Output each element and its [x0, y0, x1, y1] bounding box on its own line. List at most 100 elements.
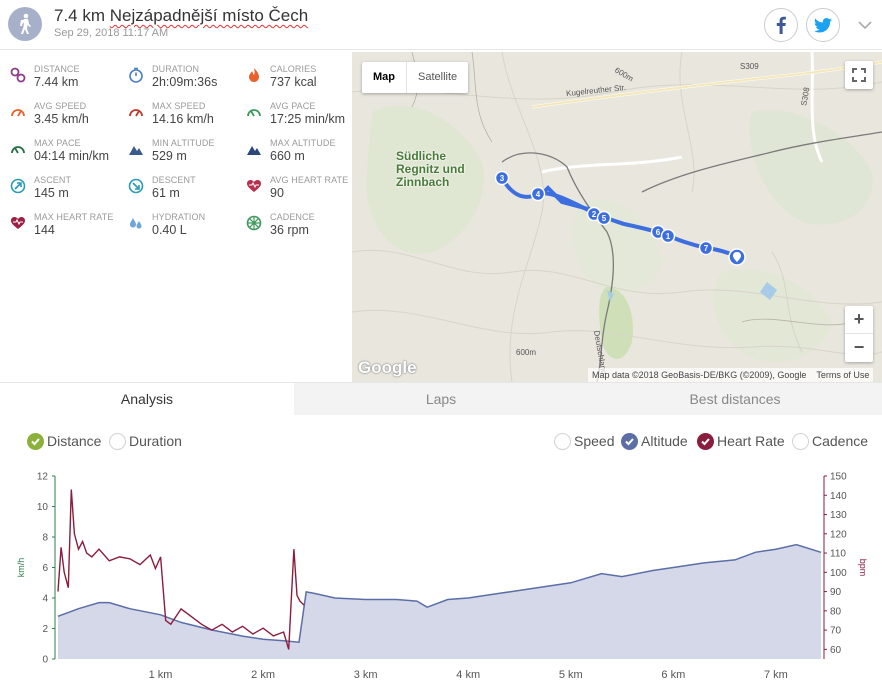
- analysis-chart: 0 2 4 6 8 10 12 km/h 60 70 80 90 100 110 120 130 140 150 b…: [0, 462, 882, 697]
- cadence-toggle[interactable]: Cadence: [792, 432, 868, 450]
- duration-toggle[interactable]: Duration: [109, 432, 182, 450]
- speed-toggle-label: Speed: [574, 433, 615, 449]
- tab-laps[interactable]: Laps: [425, 391, 457, 407]
- right-tick-label: 150: [830, 472, 847, 483]
- altitude-line: [57, 543, 822, 644]
- tab-analysis[interactable]: Analysis: [0, 383, 294, 416]
- heart-rate-icon: [246, 178, 262, 194]
- x-tick-label: 6 km: [661, 669, 685, 681]
- stat-value: 660 m: [270, 149, 305, 163]
- stat-value: 529 m: [152, 149, 187, 163]
- cadence-icon: [246, 215, 262, 231]
- stat-value: 2h:09m:36s: [152, 75, 218, 89]
- left-tick-label: 12: [37, 472, 49, 483]
- route-waypoint-marker[interactable]: 4: [530, 186, 546, 202]
- tab-best-distances[interactable]: Best distances: [689, 391, 781, 407]
- waypoint-label: 3: [500, 174, 505, 183]
- stat-value: 3.45 km/h: [34, 112, 89, 126]
- stat-max-speed: MAX SPEED 14.16 km/h: [128, 101, 246, 135]
- distance-toggle[interactable]: Distance: [27, 432, 101, 450]
- altitude-toggle[interactable]: Altitude: [621, 432, 688, 450]
- stat-value: 90: [270, 186, 284, 200]
- twitter-icon: [814, 17, 832, 33]
- right-tick-label: 110: [830, 549, 846, 560]
- google-logo: Google: [358, 358, 417, 377]
- radio-empty-icon: [792, 432, 809, 450]
- route-waypoint-marker[interactable]: 7: [698, 240, 714, 256]
- stats-panel: DISTANCE 7.44 km DURATION 2h:09m:36s CALORIE…: [0, 52, 352, 380]
- stat-avg-speed: AVG SPEED 3.45 km/h: [10, 101, 128, 135]
- zoom-in-button[interactable]: +: [845, 306, 873, 334]
- heart-rate-icon: [10, 215, 26, 231]
- radio-empty-icon: [109, 432, 126, 450]
- x-tick-label: 5 km: [559, 669, 583, 681]
- fullscreen-button[interactable]: [845, 61, 873, 89]
- radio-empty-icon: [554, 432, 571, 450]
- mountain-icon: [246, 141, 262, 157]
- route-waypoint-marker[interactable]: 1: [660, 228, 676, 244]
- fullscreen-icon: [852, 68, 866, 82]
- waypoint-label: 5: [602, 214, 607, 223]
- zoom-control: + −: [845, 306, 873, 362]
- map-type-control: Map Satellite: [362, 62, 469, 93]
- stat-avg-pace: AVG PACE 17:25 min/km: [246, 101, 364, 135]
- analysis-chart-svg: 0 2 4 6 8 10 12 km/h 60 70 80 90 100 110 120 130 140 150 b…: [16, 472, 868, 682]
- stat-label: HYDRATION: [152, 212, 206, 222]
- activity-title: 7.4 km Nejzápadnější místo Čech: [54, 6, 308, 26]
- stat-label: DISTANCE: [34, 64, 80, 74]
- x-tick-label: 3 km: [354, 669, 378, 681]
- stat-max-heart-rate: MAX HEART RATE 144: [10, 212, 128, 246]
- stat-value: 737 kcal: [270, 75, 317, 89]
- ascent-icon: [10, 178, 26, 194]
- zoom-out-button[interactable]: −: [853, 337, 865, 357]
- stat-avg-heart-rate: AVG HEART RATE 90: [246, 175, 364, 209]
- stat-distance: DISTANCE 7.44 km: [10, 64, 128, 98]
- facebook-share-button[interactable]: [764, 8, 798, 42]
- stat-label: ASCENT: [34, 175, 72, 185]
- mountain-icon: [128, 141, 144, 157]
- right-tick-label: 80: [830, 606, 842, 617]
- activity-datetime: Sep 29, 2018 11:17 AM: [54, 27, 169, 39]
- terms-link[interactable]: Terms of Use: [816, 370, 870, 380]
- water-drops-icon: [128, 215, 144, 231]
- analysis-tabs: Analysis Laps Best distances: [0, 382, 882, 416]
- stopwatch-icon: [128, 67, 144, 83]
- left-tick-label: 8: [42, 533, 48, 544]
- stat-label: DESCENT: [152, 175, 196, 185]
- right-tick-label: 90: [830, 587, 842, 598]
- right-tick-label: 140: [830, 491, 847, 502]
- stat-value: 144: [34, 223, 55, 237]
- stat-value: 04:14 min/km: [34, 149, 110, 163]
- flame-icon: [246, 67, 262, 83]
- checkmark-icon: [697, 432, 714, 450]
- stat-label: AVG HEART RATE: [270, 175, 349, 185]
- stat-label: MAX PACE: [34, 138, 81, 148]
- stat-label: AVG PACE: [270, 101, 316, 111]
- right-tick-label: 130: [830, 510, 847, 521]
- stat-value: 7.44 km: [34, 75, 79, 89]
- distance-toggle-label: Distance: [47, 433, 102, 449]
- stat-min-altitude: MIN ALTITUDE 529 m: [128, 138, 246, 172]
- map-data-credit: Map data ©2018 GeoBasis-DE/BKG (©2009), …: [592, 370, 807, 380]
- route-waypoint-marker[interactable]: 3: [494, 170, 510, 186]
- map-area-label: Südliche Regnitz und Zinnbach: [396, 149, 465, 189]
- route-waypoint-marker[interactable]: 5: [596, 210, 612, 226]
- speed-toggle[interactable]: Speed: [554, 432, 614, 450]
- heart-rate-toggle[interactable]: Heart Rate: [697, 432, 785, 450]
- collapse-button[interactable]: [856, 16, 874, 34]
- heart-rate-toggle-label: Heart Rate: [717, 433, 785, 449]
- checkmark-icon: [621, 432, 638, 450]
- activity-distance-title: 7.4 km: [54, 6, 106, 25]
- cadence-toggle-label: Cadence: [812, 433, 869, 449]
- stat-hydration: HYDRATION 0.40 L: [128, 212, 246, 246]
- twitter-share-button[interactable]: [806, 8, 840, 42]
- x-tick-label: 1 km: [149, 669, 173, 681]
- map-view-button[interactable]: Map: [373, 71, 395, 83]
- altitude-area: [58, 544, 821, 659]
- road-label: S309: [740, 62, 759, 71]
- stat-label: DURATION: [152, 64, 200, 74]
- x-tick-label: 4 km: [456, 669, 480, 681]
- heart-rate-line: [57, 489, 305, 650]
- satellite-view-button[interactable]: Satellite: [406, 62, 468, 93]
